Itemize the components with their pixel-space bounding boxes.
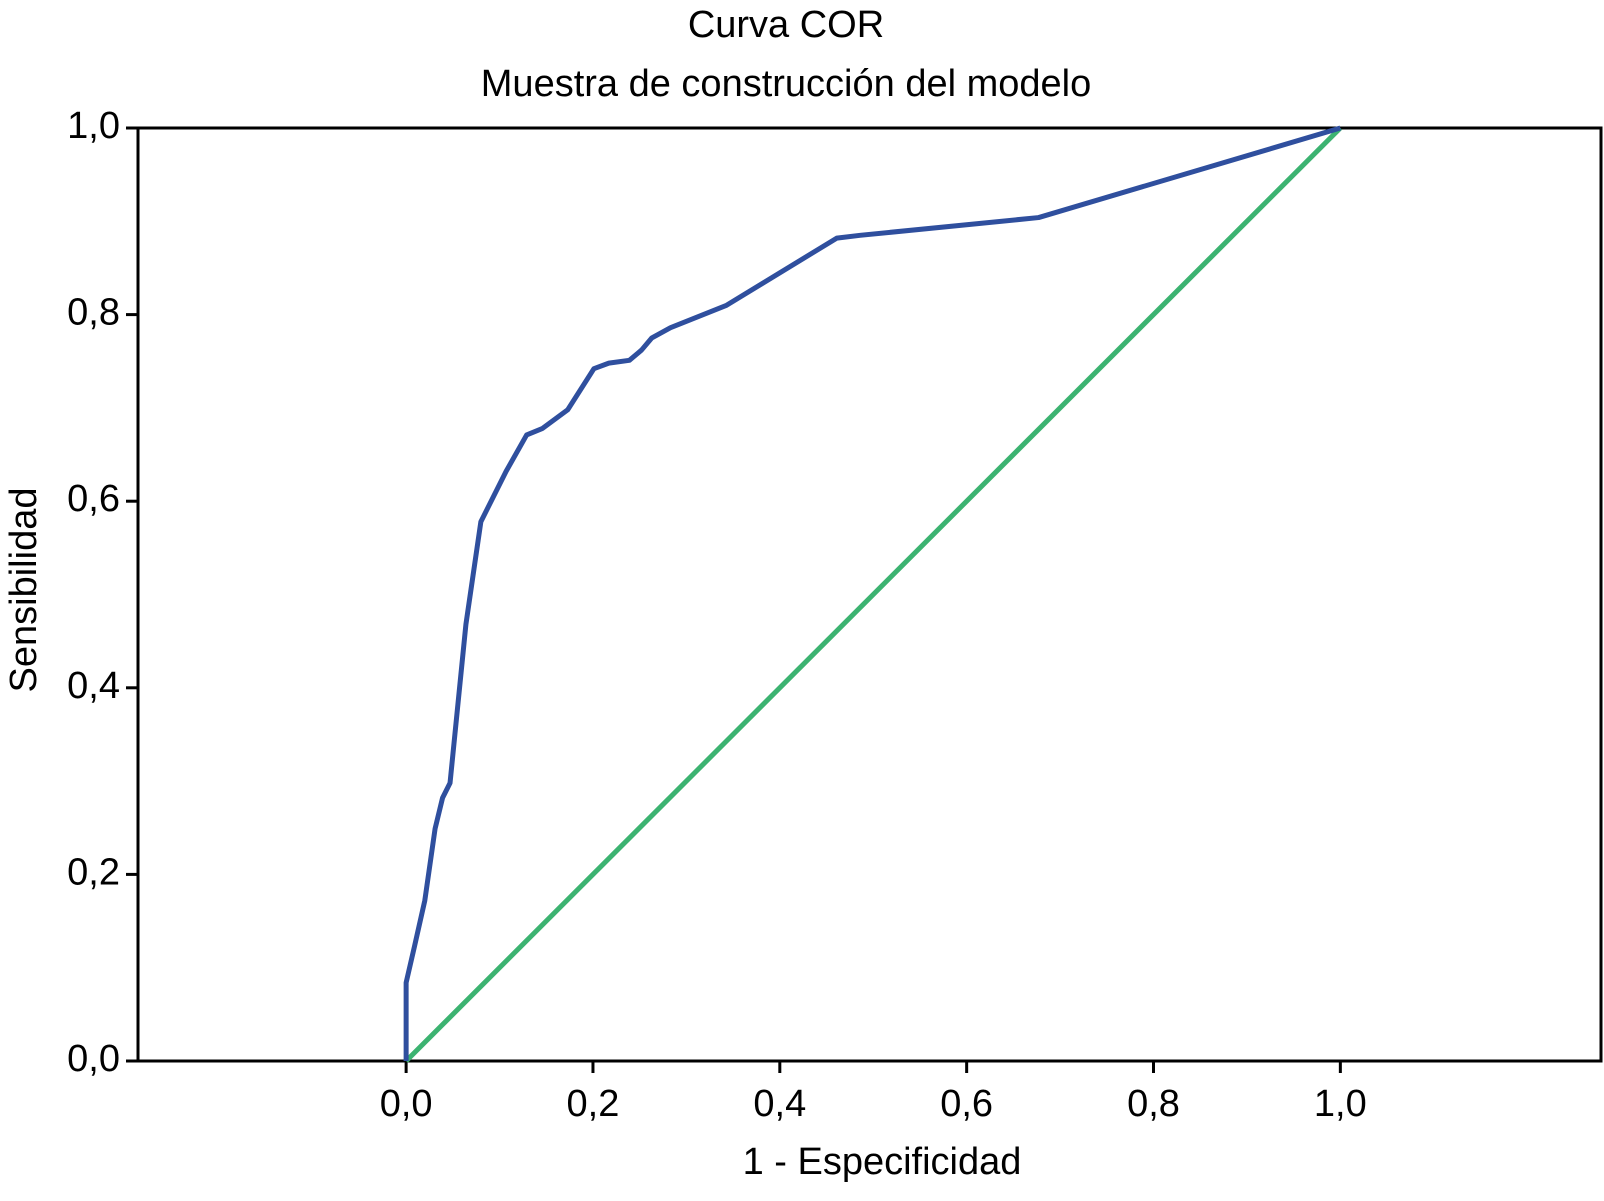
y-tick-label: 0,6 xyxy=(67,478,120,520)
x-axis-label: 1 - Especificidad xyxy=(743,1141,1022,1183)
x-tick-label: 0,2 xyxy=(567,1083,620,1125)
y-tick-label: 1,0 xyxy=(67,105,120,147)
x-tick-label: 0,6 xyxy=(940,1083,993,1125)
chart-title: Curva COR xyxy=(688,4,884,46)
x-tick-label: 0,4 xyxy=(753,1083,806,1125)
y-axis-label: Sensibilidad xyxy=(3,488,45,693)
plot-frame xyxy=(136,126,1603,1063)
x-tick-label: 1,0 xyxy=(1314,1083,1367,1125)
chart-subtitle: Muestra de construcción del modelo xyxy=(481,63,1091,105)
curve xyxy=(404,126,1343,1063)
x-tick-label: 0,0 xyxy=(380,1083,433,1125)
y-tick-label: 0,4 xyxy=(67,665,120,707)
y-tick-label: 0,0 xyxy=(67,1038,120,1080)
y-tick-label: 0,2 xyxy=(67,851,120,893)
y-tick-label: 0,8 xyxy=(67,292,120,334)
x-tick-label: 0,8 xyxy=(1127,1083,1180,1125)
curve xyxy=(403,125,1342,1061)
